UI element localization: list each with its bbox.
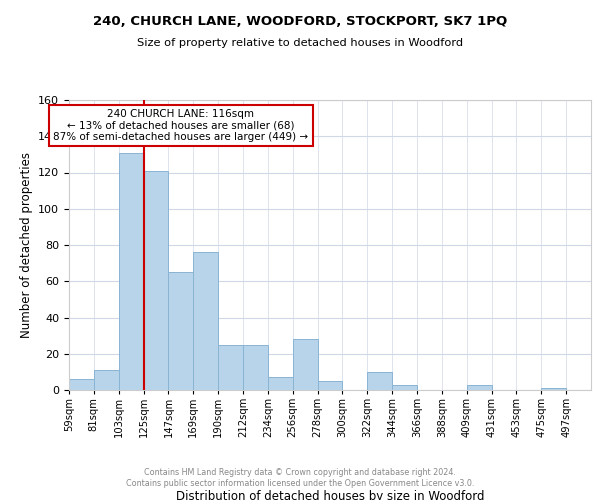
Bar bbox=[467, 384, 491, 390]
Y-axis label: Number of detached properties: Number of detached properties bbox=[20, 152, 32, 338]
Bar bbox=[193, 252, 218, 390]
Text: Size of property relative to detached houses in Woodford: Size of property relative to detached ho… bbox=[137, 38, 463, 48]
Bar bbox=[69, 379, 94, 390]
Bar bbox=[317, 381, 343, 390]
Bar bbox=[218, 344, 243, 390]
Bar bbox=[268, 378, 293, 390]
Bar bbox=[119, 152, 143, 390]
X-axis label: Distribution of detached houses by size in Woodford: Distribution of detached houses by size … bbox=[176, 490, 484, 500]
Bar bbox=[392, 384, 417, 390]
Bar bbox=[143, 170, 169, 390]
Text: 240, CHURCH LANE, WOODFORD, STOCKPORT, SK7 1PQ: 240, CHURCH LANE, WOODFORD, STOCKPORT, S… bbox=[93, 15, 507, 28]
Bar bbox=[293, 339, 317, 390]
Text: Contains HM Land Registry data © Crown copyright and database right 2024.
Contai: Contains HM Land Registry data © Crown c… bbox=[126, 468, 474, 487]
Bar bbox=[541, 388, 566, 390]
Bar bbox=[367, 372, 392, 390]
Bar bbox=[94, 370, 119, 390]
Bar bbox=[169, 272, 193, 390]
Text: 240 CHURCH LANE: 116sqm
← 13% of detached houses are smaller (68)
87% of semi-de: 240 CHURCH LANE: 116sqm ← 13% of detache… bbox=[53, 109, 308, 142]
Bar bbox=[243, 344, 268, 390]
